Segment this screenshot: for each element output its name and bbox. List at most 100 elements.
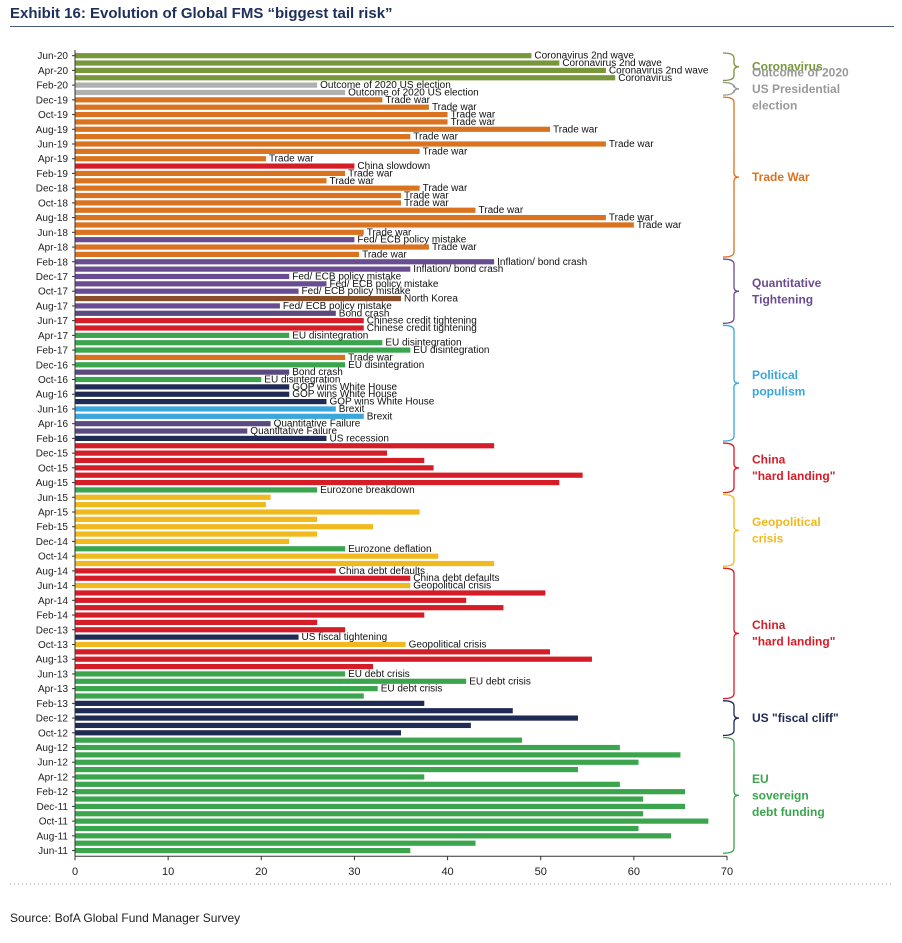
bar xyxy=(75,811,644,817)
bar xyxy=(75,413,364,419)
y-tick-label: Feb-15 xyxy=(36,522,68,533)
data-label: Fed/ ECB policy mistake xyxy=(302,286,411,297)
bar xyxy=(75,134,411,140)
bar xyxy=(75,833,672,839)
bar xyxy=(75,259,495,265)
bar xyxy=(75,156,266,162)
y-tick-label: Aug-15 xyxy=(36,478,69,489)
source-note: Source: BofA Global Fund Manager Survey xyxy=(10,911,241,925)
bar xyxy=(75,60,560,66)
y-tick-label: Oct-17 xyxy=(38,287,68,298)
y-tick-label: Dec-17 xyxy=(36,272,69,283)
y-tick-label: Aug-18 xyxy=(36,213,69,224)
bar xyxy=(75,605,504,611)
bar xyxy=(75,170,346,177)
data-label: Trade war xyxy=(432,242,477,253)
bar xyxy=(75,752,681,758)
bar xyxy=(75,310,336,316)
data-label: Eurozone deflation xyxy=(348,544,431,555)
y-tick-label: Apr-13 xyxy=(38,684,68,695)
x-tick-label: 50 xyxy=(535,866,547,878)
bar xyxy=(75,575,411,581)
data-label: Brexit xyxy=(339,404,365,415)
data-label: Outcome of 2020 US election xyxy=(320,80,451,91)
data-label: China debt defaults xyxy=(413,573,499,584)
bar xyxy=(75,82,318,88)
bar xyxy=(75,759,639,765)
y-tick-label: Oct-11 xyxy=(39,817,69,828)
bar xyxy=(75,244,429,250)
bar xyxy=(75,318,364,324)
bar xyxy=(75,634,299,640)
data-label: Outcome of 2020 US election xyxy=(348,87,479,98)
regime-label: China "hard landing" xyxy=(752,453,835,484)
bar xyxy=(75,332,290,338)
y-tick-label: Jun-19 xyxy=(37,140,68,151)
regime-label: US "fiscal cliff" xyxy=(752,711,839,725)
bar xyxy=(75,435,327,441)
regime-label: Outcome of 2020 US Presidential election xyxy=(752,65,849,112)
x-tick-label: 30 xyxy=(348,866,360,878)
data-label: Geopolitical crisis xyxy=(409,639,487,650)
y-tick-label: Jun-16 xyxy=(37,404,68,415)
data-label: Trade war xyxy=(348,352,393,363)
data-label: China slowdown xyxy=(357,161,430,172)
bar xyxy=(75,479,560,486)
x-tick-label: 10 xyxy=(162,866,174,878)
data-label: Trade war xyxy=(362,249,407,260)
bar xyxy=(75,789,686,795)
data-label: Quantitative Failure xyxy=(250,426,337,437)
data-label: Chinese credit tightening xyxy=(367,316,477,327)
y-tick-label: Dec-18 xyxy=(36,184,69,195)
bar xyxy=(75,671,346,677)
bar xyxy=(75,362,346,368)
data-label: Trade war xyxy=(609,139,654,150)
data-label: GOP wins White House xyxy=(292,389,397,400)
y-tick-label: Jun-13 xyxy=(37,669,68,680)
regime-bracket xyxy=(722,258,740,324)
y-tick-label: Dec-15 xyxy=(36,449,69,460)
y-tick-label: Aug-19 xyxy=(36,125,69,136)
bar xyxy=(75,656,592,662)
bar xyxy=(75,553,439,559)
bar xyxy=(75,369,290,375)
data-label: Trade war xyxy=(637,220,682,231)
data-label: EU disintegration xyxy=(348,360,424,371)
data-label: GOP wins White House xyxy=(292,382,397,393)
data-label: Trade war xyxy=(329,176,374,187)
bar xyxy=(75,715,578,721)
bar xyxy=(75,612,425,618)
regime-bracket xyxy=(722,736,740,854)
data-label: Geopolitical crisis xyxy=(413,581,491,592)
data-label: US fiscal tightening xyxy=(302,632,388,643)
bar xyxy=(75,75,616,81)
regime-label: Coronavirus xyxy=(752,60,823,74)
data-label: GOP wins White House xyxy=(329,397,434,408)
x-tick-label: 40 xyxy=(441,866,453,878)
data-label: China debt defaults xyxy=(339,566,425,577)
regime-label: Geopolitical crisis xyxy=(752,515,821,546)
regime-bracket xyxy=(722,96,740,258)
bar xyxy=(75,825,639,832)
data-label: Trade war xyxy=(385,95,430,106)
data-label: Bond crash xyxy=(339,308,390,319)
y-tick-label: Apr-17 xyxy=(38,331,68,342)
data-label: Brexit xyxy=(367,411,393,422)
y-tick-label: Apr-15 xyxy=(38,508,68,519)
data-label: EU debt crisis xyxy=(381,684,443,695)
bar xyxy=(75,767,578,773)
y-tick-label: Jun-14 xyxy=(37,581,68,592)
y-tick-label: Apr-20 xyxy=(38,66,68,77)
bar xyxy=(75,354,346,361)
bar xyxy=(75,597,467,603)
y-tick-label: Apr-16 xyxy=(38,419,68,430)
bar xyxy=(75,200,401,206)
bar xyxy=(75,818,709,824)
y-tick-label: Apr-14 xyxy=(38,596,68,607)
bar xyxy=(75,531,318,537)
y-tick-label: Jun-11 xyxy=(38,846,68,857)
bar xyxy=(75,487,318,493)
bar xyxy=(75,516,318,522)
bar xyxy=(75,215,606,221)
